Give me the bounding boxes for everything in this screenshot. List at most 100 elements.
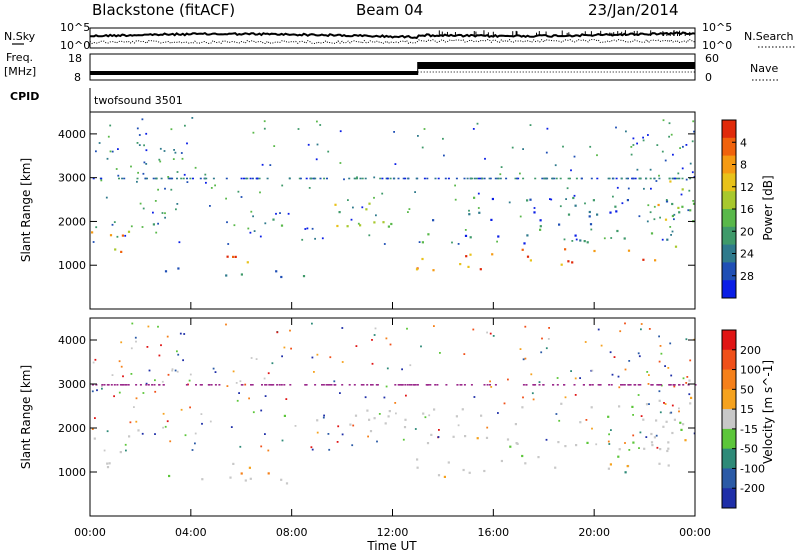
scatter-cell [415,268,419,271]
scatter-cell [691,140,694,143]
scatter-cell [612,177,615,180]
scatter-cell [543,177,546,180]
scatter-cell [227,243,230,245]
scatter-cell [650,384,653,386]
scatter-cell [252,411,255,414]
scatter-cell [494,177,497,180]
scatter-cell [565,198,567,200]
scatter-cell [530,373,533,376]
scatter-cell [597,384,600,386]
scatter-cell [516,442,519,445]
scatter-cell [489,380,491,383]
scatter-cell [567,177,570,180]
scatter-cell [226,221,228,224]
scatter-cell [627,177,629,180]
scatter-cell [481,177,484,180]
scatter-cell [208,384,211,386]
scatter-cell [575,177,578,180]
scatter-cell [552,384,554,386]
noise-traces [89,30,696,45]
scatter-cell [508,201,511,204]
scatter-cell [152,177,155,180]
scatter-cell [671,214,674,218]
colorbar-segment [722,244,736,263]
scatter-cell [389,343,392,346]
scatter-cell [612,195,614,198]
scatter-cell [616,229,619,233]
scatter-cell [135,397,138,400]
scatter-cell [360,384,363,386]
colorbar-tick-label: 28 [740,270,754,283]
scatter-cell [457,243,460,245]
scatter-cell [669,342,672,345]
scatter-cell [467,265,470,268]
scatter-cell [669,384,672,386]
scatter-cell [404,177,407,180]
scatter-cell [350,218,353,221]
scatter-cell [369,430,373,433]
scatter-cell [406,384,409,386]
colorbar-tick-label: 4 [740,136,747,149]
scatter-cell [348,384,351,386]
scatter-cell [263,127,266,130]
colorbar-segment [722,428,736,450]
colorbar-segment [722,468,736,489]
scatter-cell [524,325,527,328]
scatter-cell [394,163,397,165]
scatter-cell [285,482,289,485]
scatter-cell [239,380,242,383]
scatter-cell [339,130,342,133]
scatter-cell [113,384,116,386]
scatter-cell [171,369,174,372]
scatter-cell [204,173,207,176]
scatter-cell [172,158,175,160]
scatter-cell [452,435,455,438]
scatter-cell [343,178,345,181]
scatter-cell [278,384,281,386]
scatter-cell [109,150,112,153]
scatter-cell [116,384,119,386]
scatter-cell [180,408,183,411]
scatter-cell [650,432,653,436]
scatter-cell [613,356,616,358]
scatter-cell [672,177,675,180]
scatter-cell [414,428,417,430]
scatter-cell [106,384,109,386]
scatter-cell [575,444,578,447]
scatter-cell [589,145,592,148]
scatter-cell [563,238,566,241]
y-tick-label: 3000 [58,172,86,185]
scatter-cell [668,177,671,180]
scatter-cell [101,384,104,386]
scatter-cell [337,425,340,428]
scatter-cell [592,199,595,202]
scatter-cell [204,177,207,180]
scatter-cell [394,384,397,386]
scatter-cell [260,409,263,412]
scatter-cell [681,177,684,180]
scatter-cell [588,384,591,386]
scatter-cell [680,193,683,196]
velocity-y-axis: 1000 2000 3000 4000 [58,334,695,479]
scatter-cell [263,377,266,380]
scatter-cell [96,389,98,392]
power-heatmap [91,117,696,279]
scatter-cell [388,410,391,413]
scatter-cell [483,177,486,180]
scatter-cell [688,379,691,382]
scatter-cell [524,462,527,465]
scatter-cell [665,420,668,423]
scatter-cell [135,340,137,343]
scatter-cell [294,425,297,427]
scatter-cell [639,384,642,386]
scatter-cell [658,399,661,402]
scatter-cell [385,385,388,388]
scatter-cell [266,177,269,180]
scatter-cell [398,384,401,386]
scatter-cell [677,172,680,175]
scatter-cell [631,405,634,408]
scatter-cell [167,177,170,180]
scatter-cell [130,225,133,228]
scatter-cell [664,365,666,367]
scatter-cell [540,351,543,354]
